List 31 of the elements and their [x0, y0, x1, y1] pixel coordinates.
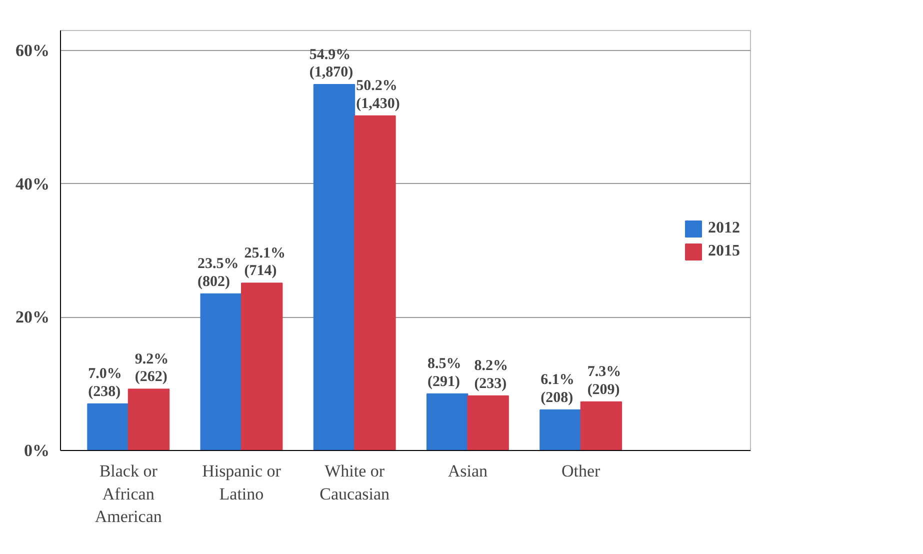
x-tick-label: Other: [561, 462, 601, 480]
legend-label: 2015: [708, 242, 740, 260]
y-tick-label: 40%: [16, 174, 50, 194]
data-label: 8.5% (291): [427, 356, 462, 390]
data-label: 50.2% (1,430): [356, 78, 400, 112]
legend-label: 2012: [708, 220, 740, 238]
bar: [354, 115, 396, 450]
bar: [540, 409, 582, 450]
bar: [200, 293, 242, 450]
data-label: 23.5% (802): [198, 256, 239, 290]
x-tick-label: White or Caucasian: [320, 462, 390, 504]
y-tick-label: 0%: [24, 441, 50, 460]
data-label: 54.9% (1,870): [309, 46, 354, 80]
data-label: 7.0% (238): [88, 366, 122, 400]
x-tick-label: Asian: [448, 462, 488, 480]
bar: [426, 393, 468, 450]
x-tick-label: Hispanic or Latino: [202, 462, 282, 504]
y-tick-label: 60%: [16, 41, 50, 60]
bar: [580, 401, 622, 450]
y-tick-label: 20%: [16, 308, 50, 327]
bar: [313, 84, 356, 450]
data-label: 8.2% (233): [474, 358, 508, 392]
data-label: 6.1% (208): [540, 372, 574, 406]
bar: [467, 395, 509, 450]
bar: [240, 282, 283, 450]
bar: [128, 388, 170, 450]
data-label: 9.2% (262): [134, 352, 169, 386]
data-label: 7.3% (209): [587, 364, 622, 398]
bar: [87, 403, 129, 450]
x-tick-label: Black or African American: [94, 462, 162, 526]
data-label: 25.1% (714): [244, 246, 286, 280]
